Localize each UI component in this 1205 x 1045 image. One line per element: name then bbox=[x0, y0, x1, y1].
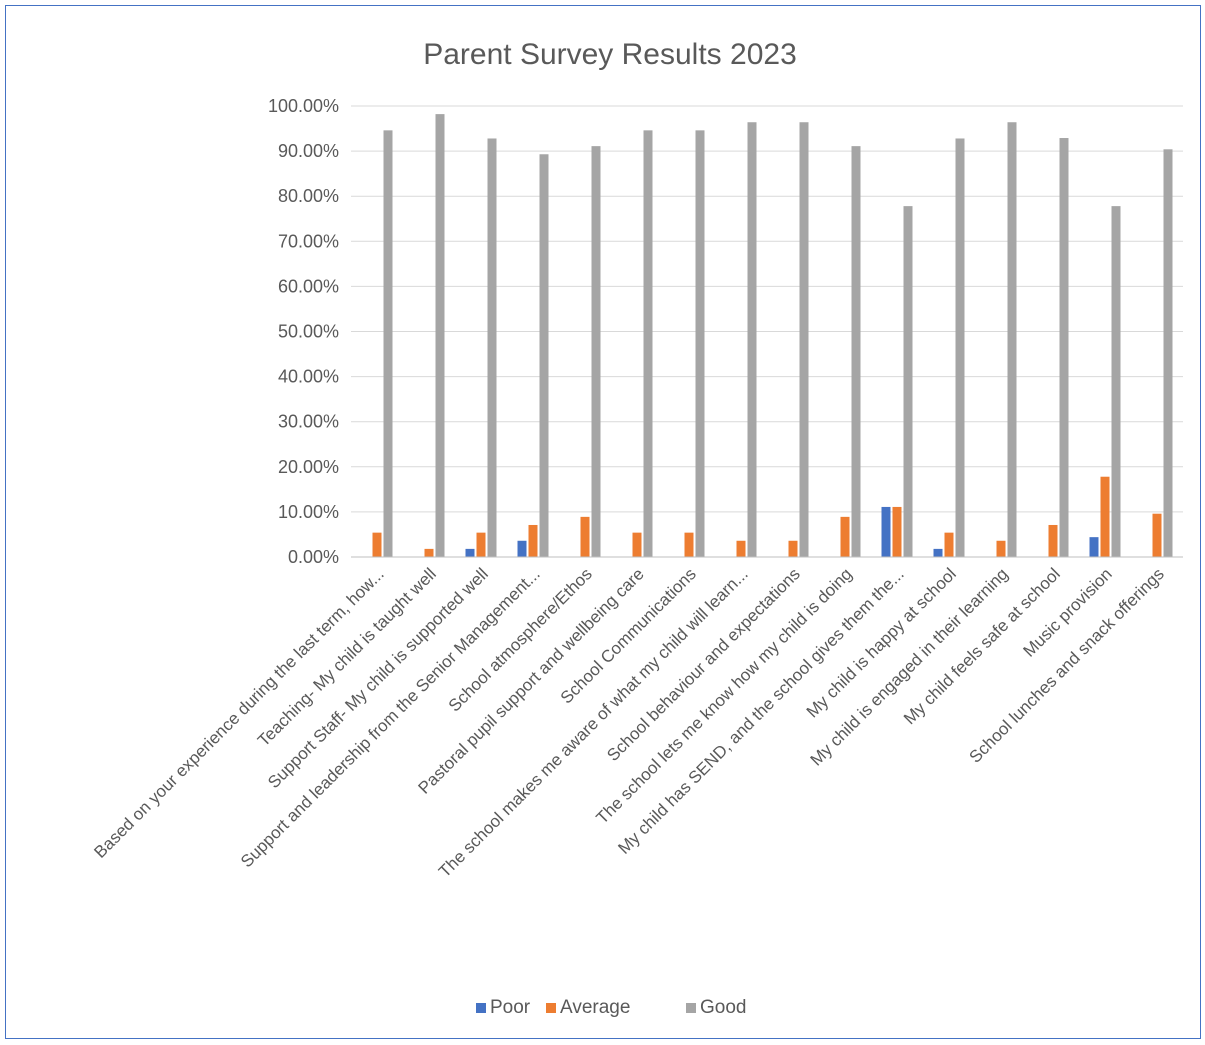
bar-good bbox=[851, 146, 861, 557]
y-axis-tick-labels: 0.00% 10.00% 20.00% 30.00% 40.00% 50.00% 60.00… bbox=[268, 96, 339, 567]
bar-good bbox=[903, 206, 913, 557]
bar-average bbox=[736, 540, 746, 557]
legend-label-average: Average bbox=[560, 997, 630, 1018]
bar-average bbox=[372, 532, 382, 557]
y-tick-label: 20.00% bbox=[278, 457, 339, 477]
bar-average bbox=[424, 548, 434, 557]
y-tick-label: 30.00% bbox=[278, 412, 339, 432]
x-category-label: School behaviour and expectations bbox=[603, 564, 804, 765]
bar-good bbox=[591, 146, 601, 557]
y-tick-label: 0.00% bbox=[288, 547, 339, 567]
bar-poor bbox=[933, 548, 943, 557]
x-category-label: School lunches and snack offerings bbox=[965, 564, 1167, 766]
chart-area: Parent Survey Results 2023 0.00% 10.00% 20… bbox=[5, 5, 1201, 1039]
bar-average bbox=[996, 540, 1006, 557]
legend-swatch-good bbox=[686, 1003, 696, 1013]
bar-good bbox=[1007, 122, 1017, 558]
bar-good bbox=[955, 138, 965, 558]
bar-good bbox=[1059, 138, 1069, 557]
y-tick-label: 80.00% bbox=[278, 186, 339, 206]
bar-average bbox=[580, 516, 590, 557]
gridlines bbox=[351, 105, 1183, 513]
bar-average bbox=[632, 532, 642, 557]
bar-good bbox=[747, 122, 757, 558]
legend-swatch-average bbox=[546, 1003, 556, 1013]
bars bbox=[372, 114, 1173, 558]
bar-poor bbox=[465, 548, 475, 557]
bar-average bbox=[840, 516, 850, 557]
y-tick-label: 10.00% bbox=[278, 502, 339, 522]
bar-chart: Parent Survey Results 2023 0.00% 10.00% 20… bbox=[90, 38, 1183, 1018]
bar-average bbox=[1048, 524, 1058, 557]
bar-poor bbox=[881, 506, 891, 557]
legend: Poor Average Good bbox=[476, 997, 746, 1018]
y-tick-label: 70.00% bbox=[278, 231, 339, 251]
bar-poor bbox=[517, 540, 527, 557]
y-tick-label: 100.00% bbox=[268, 96, 339, 116]
y-tick-label: 90.00% bbox=[278, 141, 339, 161]
bar-good bbox=[695, 130, 705, 557]
y-tick-label: 50.00% bbox=[278, 322, 339, 342]
bar-average bbox=[528, 524, 538, 557]
bar-average bbox=[476, 532, 486, 557]
bar-average bbox=[892, 506, 902, 557]
bar-poor bbox=[1089, 537, 1099, 557]
y-tick-label: 60.00% bbox=[278, 276, 339, 296]
bar-good bbox=[1111, 206, 1121, 557]
y-tick-label: 40.00% bbox=[278, 367, 339, 387]
bar-good bbox=[383, 130, 393, 557]
bar-good bbox=[1163, 149, 1173, 557]
bar-average bbox=[944, 532, 954, 557]
x-category-label: Music provision bbox=[1020, 564, 1116, 660]
bar-average bbox=[684, 532, 694, 557]
bar-good bbox=[539, 154, 549, 557]
legend-label-good: Good bbox=[700, 997, 746, 1018]
bar-good bbox=[643, 130, 653, 557]
legend-swatch-poor bbox=[476, 1003, 486, 1013]
bar-good bbox=[487, 138, 497, 558]
bar-average bbox=[1100, 476, 1110, 557]
bar-average bbox=[1152, 513, 1162, 557]
x-axis-category-labels: Based on your experience during the last… bbox=[90, 564, 1167, 881]
bar-good bbox=[435, 114, 445, 558]
legend-label-poor: Poor bbox=[490, 997, 531, 1018]
bar-average bbox=[788, 540, 798, 557]
bar-good bbox=[799, 122, 809, 558]
chart-title: Parent Survey Results 2023 bbox=[423, 38, 797, 71]
